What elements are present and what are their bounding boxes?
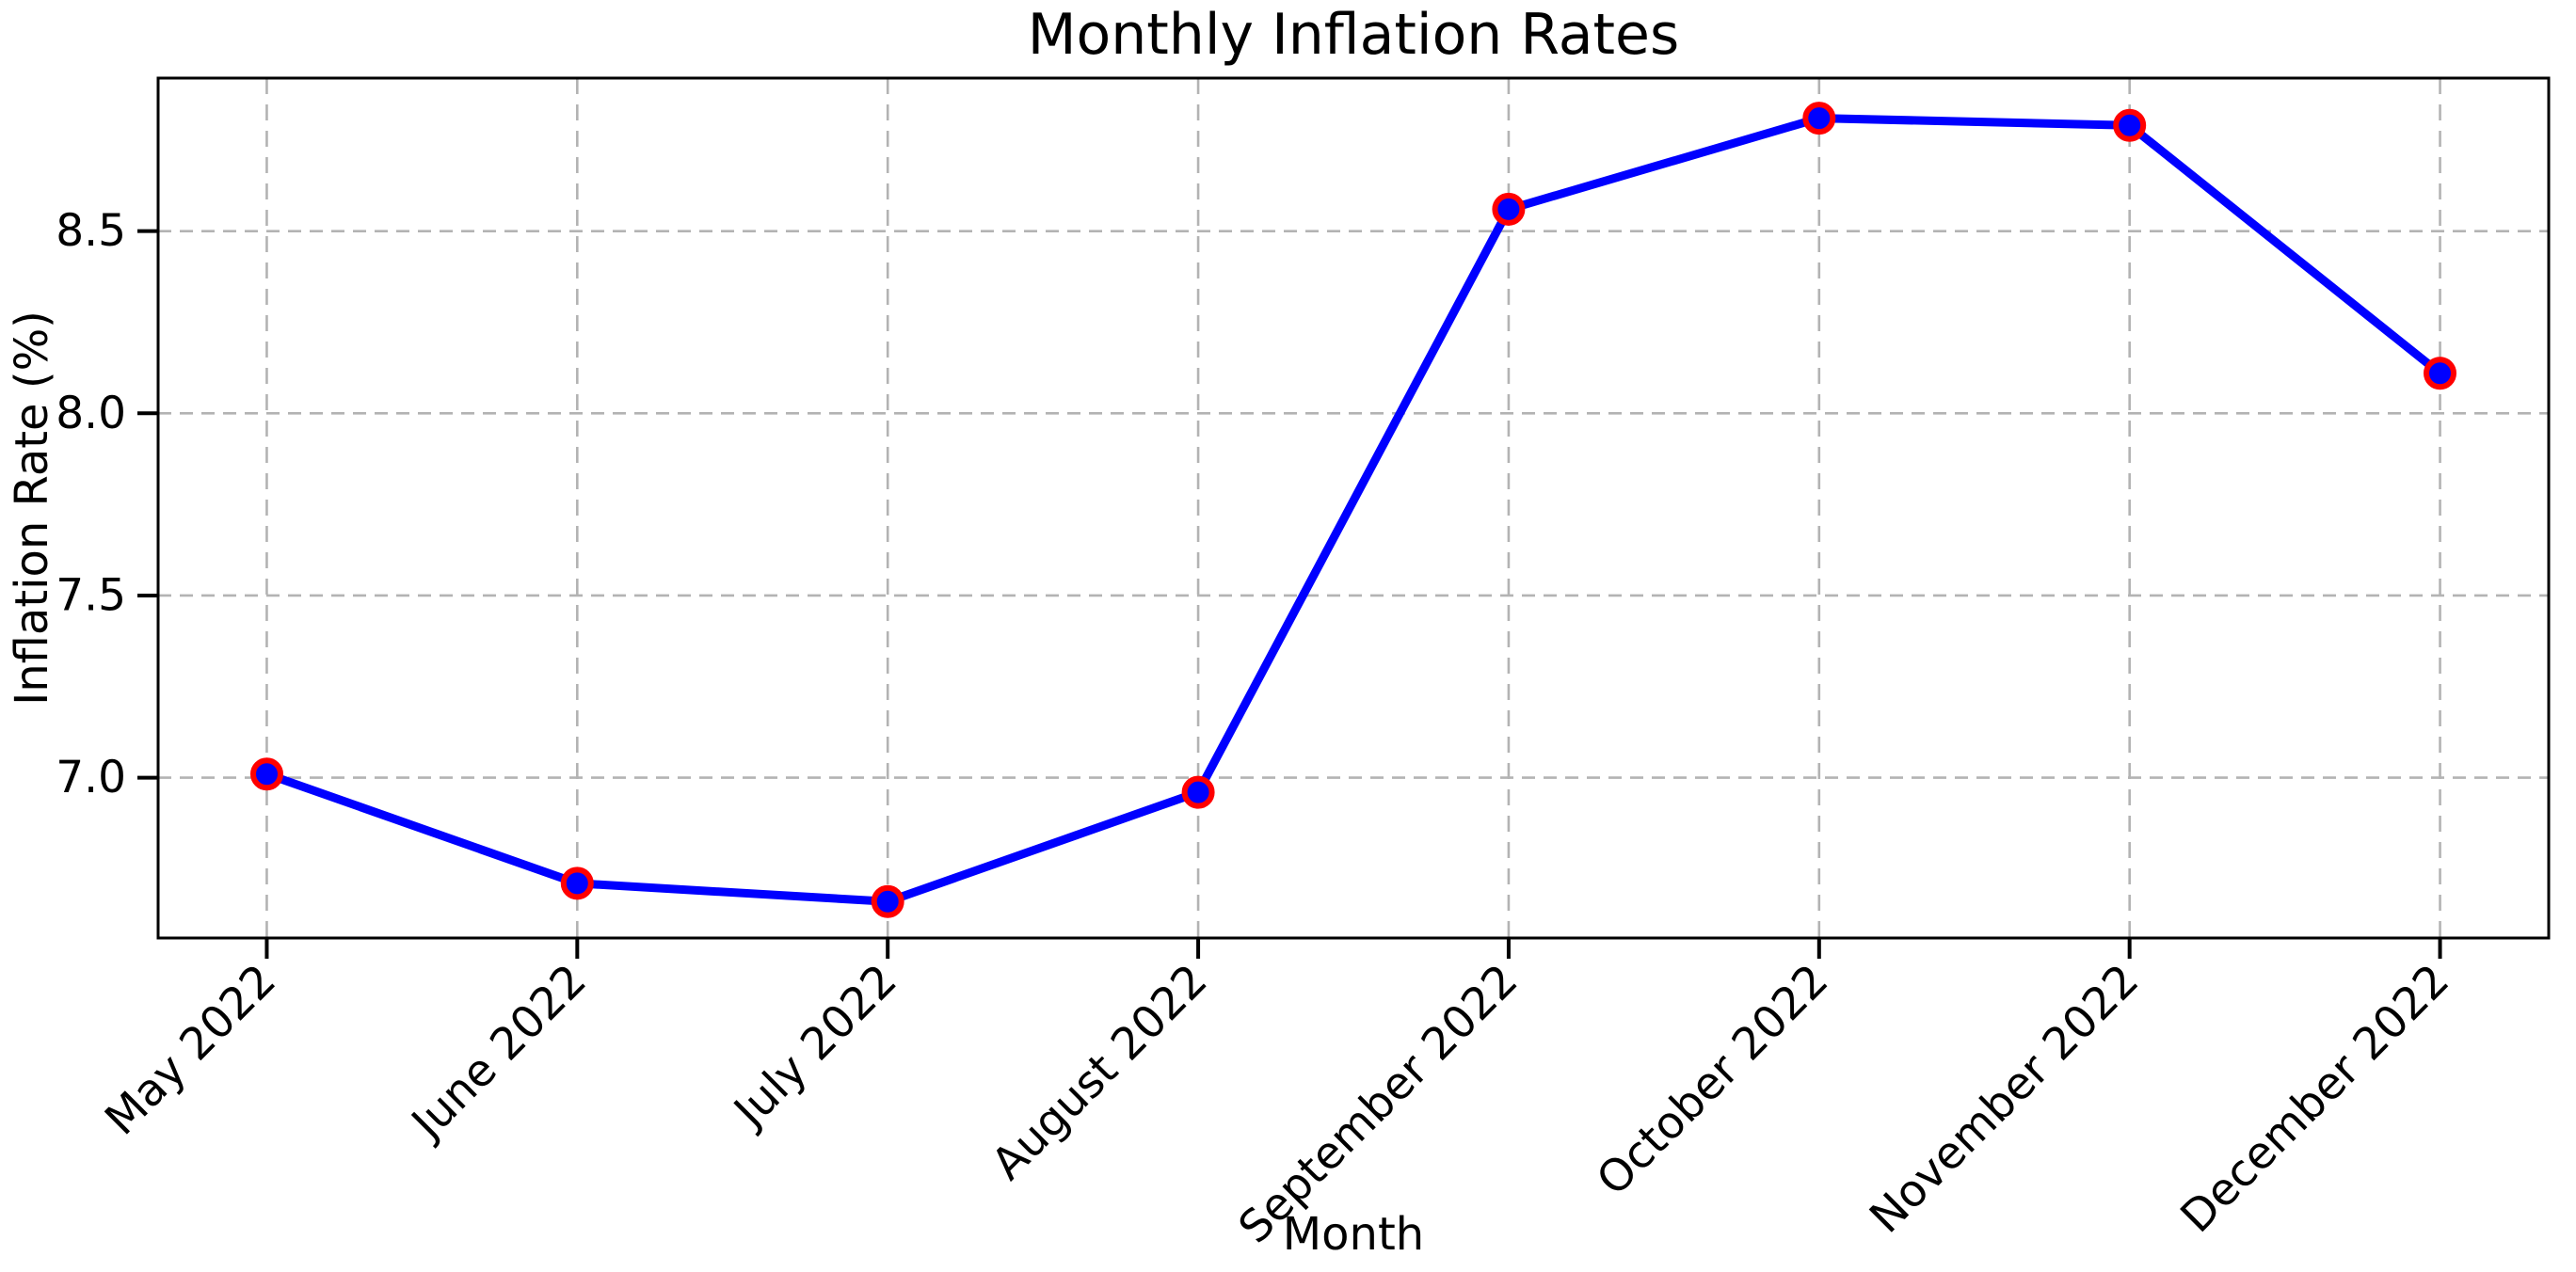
data-series	[250, 102, 2456, 918]
axis-ticks: 7.0 7.5 8.0 8.5 May 2022 June 2022 July 2022 Au…	[56, 205, 2459, 1253]
y-tick-label: 8.5	[56, 205, 126, 257]
y-tick-label: 8.0	[56, 388, 126, 439]
plot-border	[156, 76, 2551, 940]
data-line	[263, 114, 2444, 906]
x-tick-label: May 2022	[95, 955, 286, 1146]
y-tick-label: 7.5	[56, 569, 126, 621]
x-tick-label: June 2022	[400, 955, 597, 1152]
axis-labels: Monthly Inflation Rates Month Inflation …	[6, 2, 1679, 1261]
data-point	[1492, 192, 1526, 226]
x-tick-label: August 2022	[982, 955, 1217, 1190]
data-point	[871, 884, 904, 918]
data-point	[2113, 108, 2147, 142]
data-point	[1181, 775, 1215, 809]
data-point	[250, 757, 283, 791]
x-tick-label: December 2022	[2171, 955, 2459, 1243]
chart-title: Monthly Inflation Rates	[1028, 2, 1679, 68]
x-tick-label: October 2022	[1587, 955, 1838, 1206]
y-axis-title: Inflation Rate (%)	[6, 310, 58, 706]
x-tick-label: July 2022	[723, 955, 907, 1139]
data-point	[560, 867, 594, 900]
data-point	[2424, 357, 2456, 390]
gridlines	[158, 78, 2549, 938]
data-point	[1802, 102, 1836, 135]
x-axis-title: Month	[1283, 1208, 1424, 1261]
y-tick-label: 7.0	[56, 752, 126, 803]
x-tick-label: November 2022	[1860, 955, 2149, 1244]
